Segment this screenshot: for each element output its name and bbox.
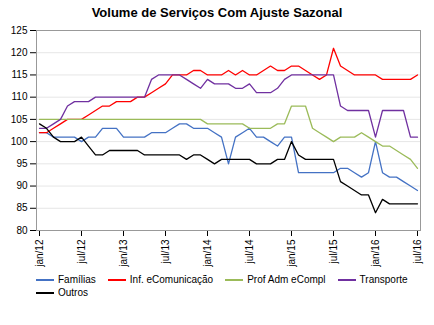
html-text:Volume de Serviços Com Ajuste: Volume de Serviços Com Ajuste Sazonal: [91, 5, 343, 20]
html-text:Transporte: Transporte: [359, 274, 408, 285]
html-text:Outros: Outros: [58, 287, 88, 298]
svg-text:105: 105: [11, 114, 28, 125]
svg-text:jan/13: jan/13: [118, 239, 129, 268]
svg-text:115: 115: [12, 69, 28, 80]
svg-text:jan/14: jan/14: [202, 239, 213, 268]
svg-text:90: 90: [16, 180, 28, 191]
svg-text:100: 100: [11, 136, 28, 147]
svg-text:jul/13: jul/13: [160, 239, 171, 264]
svg-text:125: 125: [11, 25, 28, 36]
svg-text:jul/15: jul/15: [328, 239, 339, 264]
svg-text:85: 85: [16, 202, 28, 213]
html-text:Inf. eComunicação: Inf. eComunicação: [129, 274, 214, 285]
svg-text:110: 110: [12, 91, 28, 102]
html-text:Prof Adm eCompl: Prof Adm eCompl: [247, 274, 326, 285]
svg-text:jan/12: jan/12: [34, 239, 45, 268]
svg-text:jul/14: jul/14: [244, 239, 255, 264]
svg-text:120: 120: [11, 47, 28, 58]
svg-text:95: 95: [16, 158, 28, 169]
svg-text:jul/12: jul/12: [76, 239, 87, 264]
svg-text:jan/15: jan/15: [286, 239, 297, 268]
svg-text:80: 80: [16, 225, 28, 236]
html-text:Famílias: Famílias: [58, 274, 96, 285]
svg-text:jan/16: jan/16: [370, 239, 381, 268]
svg-text:jul/16: jul/16: [412, 239, 423, 264]
